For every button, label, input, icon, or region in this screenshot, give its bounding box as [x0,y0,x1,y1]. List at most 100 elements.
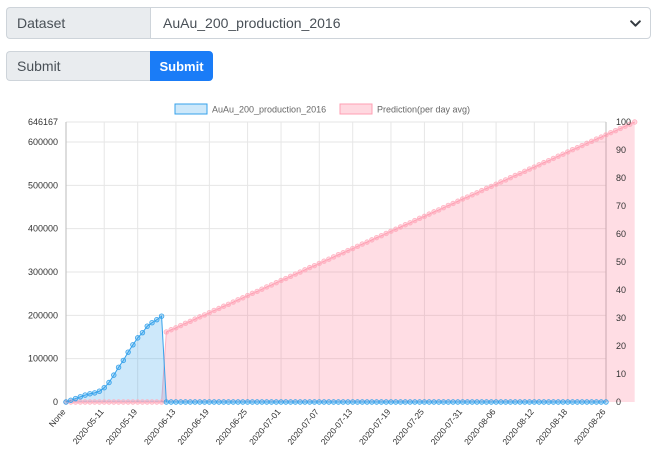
x-tick: 2020-07-13 [319,407,355,447]
dataset-point [130,342,136,348]
prediction-point [254,288,260,295]
y-left-tick: 400000 [28,224,58,234]
prediction-point [426,211,432,217]
dataset-point [321,399,327,405]
dataset-point [383,399,389,405]
prediction-area [66,122,635,402]
dataset-point [216,399,222,405]
prediction-point [316,260,322,267]
prediction-point [125,399,131,405]
prediction-point [416,215,423,222]
dataset-point [307,399,313,405]
dataset-point [493,399,499,405]
dataset-point [584,399,590,405]
dataset-point [474,399,480,405]
prediction-point [464,194,471,200]
dataset-point [134,335,141,341]
dataset-select[interactable]: AuAu_200_production_2016 [150,7,651,39]
dataset-point [149,320,155,326]
prediction-point [603,132,609,138]
submit-field[interactable]: Submit [6,51,150,81]
dataset-point [402,399,408,405]
prediction-point [87,399,93,405]
dataset-point [311,399,318,405]
dataset-point [230,399,236,405]
dataset-point [421,399,428,405]
dataset-point [244,399,251,405]
prediction-point [106,399,112,405]
dataset-point [440,399,447,405]
dataset-point [560,399,566,405]
dataset-point [302,399,308,405]
prediction-point [455,198,461,204]
dataset-point [359,399,365,405]
dataset-point [220,399,227,405]
dataset-point [498,399,504,405]
prediction-point [287,273,294,279]
y-right-tick: 90 [616,145,626,155]
y-right-tick: 10 [616,369,626,379]
prediction-point [584,140,590,146]
dataset-point [287,399,294,405]
prediction-point [273,280,279,286]
y-right-tick: 30 [616,313,626,323]
prediction-point [82,399,88,405]
prediction-point [598,134,604,140]
dataset-point [335,399,342,405]
chart: AuAu_200_production_2016 Prediction(per d… [28,103,638,447]
y-left-tick: 646167 [28,117,58,127]
prediction-point [369,237,375,243]
prediction-point [517,170,523,177]
dataset-point [512,399,518,405]
dataset-point [182,399,189,405]
prediction-point [397,224,404,230]
prediction-point [311,262,318,269]
dataset-point [68,397,74,403]
dataset-point [206,399,213,405]
prediction-point [560,151,566,157]
prediction-point [230,299,236,305]
prediction-point [134,399,141,405]
dataset-point [91,390,98,396]
dataset-point [268,399,275,405]
dataset-point [278,399,284,405]
dataset-point [555,399,561,405]
prediction-point [201,312,208,318]
dataset-point [598,399,604,405]
prediction-point [531,164,538,170]
dataset-point [154,316,160,323]
dataset-point [187,399,193,405]
prediction-point [498,179,504,185]
prediction-point [77,399,84,405]
prediction-point [536,162,542,168]
submit-row: Submit Submit [6,51,213,81]
y-left-tick: 100000 [28,354,58,364]
prediction-point [565,149,571,155]
prediction-point [321,258,327,264]
prediction-point [421,213,428,220]
submit-button[interactable]: Submit [150,51,213,81]
dataset-point [211,399,217,405]
dataset-point [96,388,103,394]
prediction-point [197,314,203,320]
prediction-point [479,187,485,194]
prediction-point [240,295,246,301]
dataset-point [479,399,485,405]
dataset-point [526,399,533,405]
dataset-point [111,372,117,378]
dataset-area [66,316,606,402]
prediction-point [225,301,232,307]
x-tick: 2020-07-07 [285,407,321,447]
dataset-point [283,399,289,405]
prediction-point [388,228,394,234]
dataset-point [569,399,576,405]
prediction-point [120,399,127,405]
dataset-point [345,399,351,405]
prediction-point [469,192,475,198]
prediction-point [393,226,399,232]
x-tick: 2020-06-13 [142,407,178,447]
dataset-point [192,399,198,405]
prediction-point [541,159,547,166]
prediction-point [206,309,213,316]
dataset-point [541,399,547,405]
